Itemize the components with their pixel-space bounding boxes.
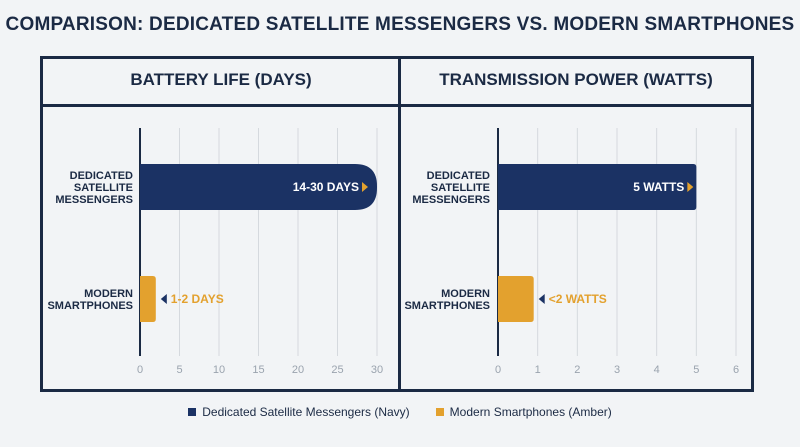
- battery-category-label: MODERN: [84, 288, 133, 300]
- arrow-left-icon: [538, 294, 545, 304]
- battery-tick-label: 20: [292, 364, 304, 376]
- legend-item-messengers: Dedicated Satellite Messengers (Navy): [188, 405, 410, 419]
- battery-tick-label: 0: [137, 364, 143, 376]
- arrow-right-icon: [362, 182, 368, 192]
- battery-tick-label: 25: [331, 364, 343, 376]
- power-tick-label: 3: [614, 364, 620, 376]
- battery-tick-label: 15: [252, 364, 264, 376]
- legend-swatch-navy: [188, 408, 197, 416]
- battery-bar-messengers: [140, 164, 377, 210]
- power-bar-messengers: [498, 164, 697, 210]
- power-tick-label: 2: [574, 364, 580, 376]
- power-tick-label: 4: [654, 364, 660, 376]
- power-bar-smartphones: [498, 276, 534, 322]
- chart-frame: [40, 56, 754, 392]
- battery-tick-label: 5: [176, 364, 182, 376]
- arrow-right-icon: [687, 182, 694, 192]
- legend-label-smartphones: Modern Smartphones (Amber): [449, 405, 612, 419]
- battery-category-label: DEDICATED: [70, 170, 133, 182]
- legend-swatch-amber: [435, 408, 444, 416]
- power-category-label: SMARTPHONES: [404, 300, 490, 312]
- battery-bar-smartphones: [140, 276, 156, 322]
- power-tick-label: 1: [535, 364, 541, 376]
- battery-tick-label: 10: [213, 364, 225, 376]
- battery-panel-title: BATTERY LIFE (DAYS): [130, 70, 312, 89]
- power-category-label: MESSENGERS: [412, 194, 490, 206]
- power-tick-label: 6: [733, 364, 739, 376]
- power-panel-title: TRANSMISSION POWER (WATTS): [439, 70, 713, 89]
- panel-divider-vertical: [398, 56, 401, 392]
- power-tick-label: 0: [495, 364, 501, 376]
- chart-title: COMPARISON: DEDICATED SATELLITE MESSENGE…: [5, 14, 795, 35]
- legend-label-messengers: Dedicated Satellite Messengers (Navy): [202, 405, 410, 419]
- battery-category-label: MESSENGERS: [55, 194, 133, 206]
- battery-data-label-messengers: 14-30 DAYS: [293, 180, 359, 194]
- power-tick-label: 5: [693, 364, 699, 376]
- legend: Dedicated Satellite Messengers (Navy) Mo…: [0, 402, 800, 422]
- arrow-left-icon: [160, 294, 167, 304]
- power-category-label: MODERN: [441, 288, 490, 300]
- battery-category-label: SATELLITE: [74, 182, 133, 194]
- power-category-label: DEDICATED: [427, 170, 490, 182]
- panel-divider-horizontal: [40, 104, 754, 107]
- power-data-label-messengers: 5 WATTS: [633, 180, 684, 194]
- power-data-label-smartphones: <2 WATTS: [549, 292, 607, 306]
- battery-category-label: SMARTPHONES: [47, 300, 133, 312]
- battery-tick-label: 30: [371, 364, 383, 376]
- power-category-label: SATELLITE: [431, 182, 490, 194]
- legend-item-smartphones: Modern Smartphones (Amber): [435, 405, 612, 419]
- battery-data-label-smartphones: 1-2 DAYS: [171, 292, 224, 306]
